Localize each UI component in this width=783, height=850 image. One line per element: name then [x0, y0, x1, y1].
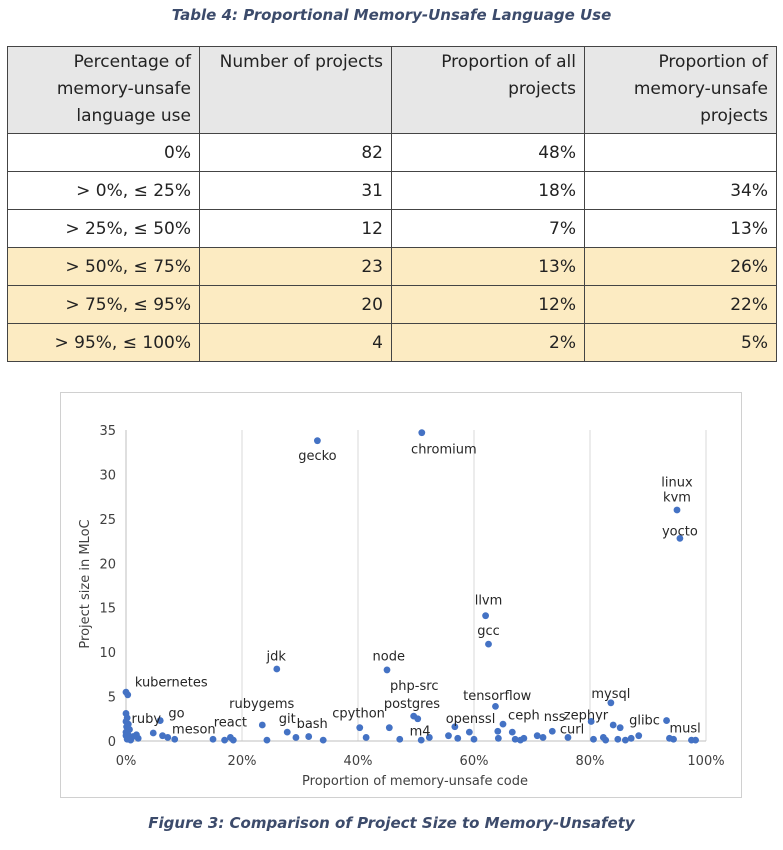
header-line: Proportion of [658, 52, 768, 72]
table-cell: > 0%, ≤ 25% [7, 171, 200, 210]
table-cell: 13% [584, 209, 777, 248]
table-cell: > 50%, ≤ 75% [7, 247, 200, 286]
header-line: projects [508, 79, 576, 99]
header-proportion-unsafe: Proportion of memory-unsafe projects [584, 46, 777, 134]
table-cell: 13% [391, 247, 585, 286]
header-line: language use [76, 106, 191, 126]
table-row: > 50%, ≤ 75% 23 13% 26% [7, 247, 777, 286]
header-line: Proportion of all [441, 52, 576, 72]
table-cell: 82 [199, 133, 392, 172]
header-line: Percentage of [73, 52, 191, 72]
header-number-of-projects: Number of projects [199, 46, 392, 134]
header-percentage: Percentage of memory-unsafe language use [7, 46, 200, 134]
figure-caption: Figure 3: Comparison of Project Size to … [148, 814, 635, 832]
header-proportion-all: Proportion of all projects [391, 46, 585, 134]
table-cell: 18% [391, 171, 585, 210]
table-header-row: Percentage of memory-unsafe language use N… [7, 46, 777, 134]
table-cell: > 75%, ≤ 95% [7, 285, 200, 324]
table-cell: 31 [199, 171, 392, 210]
table-cell [584, 133, 777, 172]
table-row: > 0%, ≤ 25% 31 18% 34% [7, 171, 777, 210]
header-line: Number of projects [219, 52, 383, 72]
table-cell: 23 [199, 247, 392, 286]
table-cell: 26% [584, 247, 777, 286]
table-cell: 0% [7, 133, 200, 172]
table-cell: 20 [199, 285, 392, 324]
table-cell: 12 [199, 209, 392, 248]
table-caption: Table 4: Proportional Memory-Unsafe Lang… [171, 6, 612, 24]
table-cell: > 95%, ≤ 100% [7, 323, 200, 362]
table-cell: 48% [391, 133, 585, 172]
table-cell: 5% [584, 323, 777, 362]
table-row: > 75%, ≤ 95% 20 12% 22% [7, 285, 777, 324]
table-cell: 22% [584, 285, 777, 324]
table-cell: 4 [199, 323, 392, 362]
memory-unsafe-usage-table: Percentage of memory-unsafe language use N… [7, 46, 777, 362]
table-row: > 25%, ≤ 50% 12 7% 13% [7, 209, 777, 248]
header-line: memory-unsafe [56, 79, 191, 99]
table-row: 0% 82 48% [7, 133, 777, 172]
figure-frame [60, 392, 742, 798]
header-line: projects [700, 106, 768, 126]
table-cell: 7% [391, 209, 585, 248]
table-cell: 2% [391, 323, 585, 362]
table-cell: > 25%, ≤ 50% [7, 209, 200, 248]
table-cell: 12% [391, 285, 585, 324]
table-row: > 95%, ≤ 100% 4 2% 5% [7, 323, 777, 362]
header-line: memory-unsafe [633, 79, 768, 99]
table-cell: 34% [584, 171, 777, 210]
